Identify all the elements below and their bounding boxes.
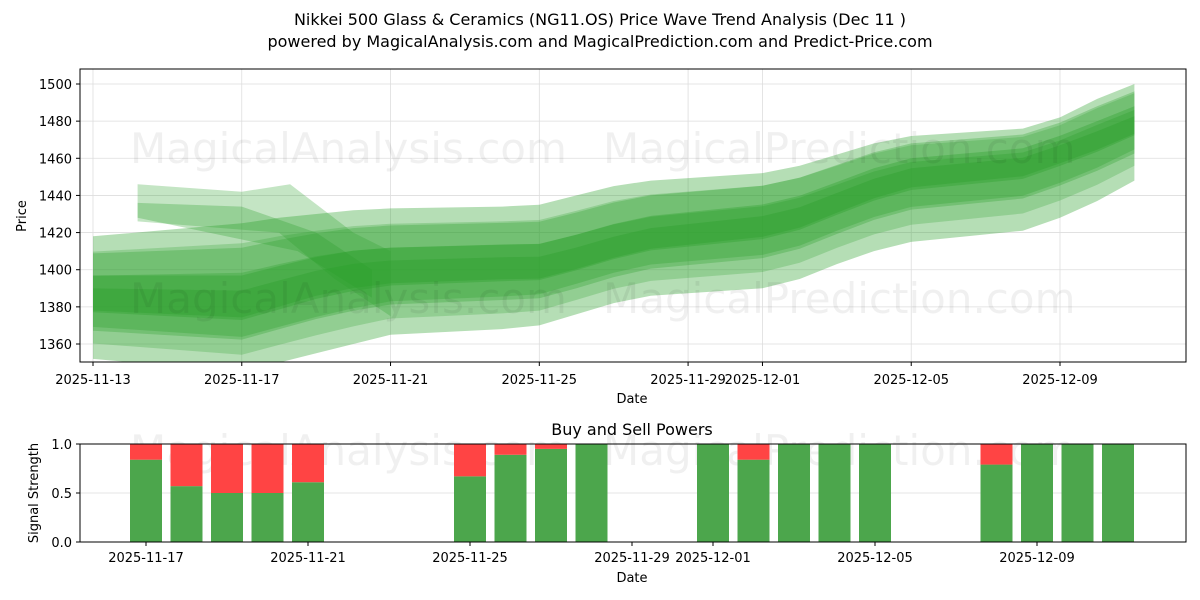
x-tick-label: 2025-11-17 xyxy=(204,373,280,388)
wave-band-early xyxy=(137,202,372,298)
wave-bands xyxy=(93,84,1135,362)
x-tick-label: 2025-11-17 xyxy=(108,551,184,566)
buy-bar xyxy=(211,493,243,542)
x-tick-label: 2025-12-05 xyxy=(837,551,913,566)
x-tick-label: 2025-12-09 xyxy=(999,551,1075,566)
y-tick-label: 0.0 xyxy=(51,536,72,551)
x-tick-label: 2025-11-13 xyxy=(55,373,131,388)
watermark-text: MagicalPrediction.com xyxy=(603,274,1076,323)
buy-bar xyxy=(1061,444,1094,542)
sell-bar xyxy=(130,444,162,460)
y-tick-label: 1480 xyxy=(39,115,72,130)
y-tick-label: 1420 xyxy=(39,227,72,242)
y-tick-label: 1400 xyxy=(39,264,72,279)
y-tick-label: 1440 xyxy=(39,189,72,204)
x-tick-label: 2025-11-21 xyxy=(353,373,429,388)
buy-bar xyxy=(737,459,770,542)
sell-bar xyxy=(251,444,284,493)
buy-bar xyxy=(292,482,324,542)
wave-band xyxy=(93,106,1135,320)
watermark-text: MagicalAnalysis.com xyxy=(130,426,567,475)
buy-bar xyxy=(697,444,729,542)
chart-subtitle: powered by MagicalAnalysis.com and Magic… xyxy=(267,32,933,51)
x-tick-label: 2025-12-05 xyxy=(873,373,949,388)
price-panel: MagicalAnalysis.com MagicalPrediction.com… xyxy=(15,68,1187,407)
y-axis-label: Price xyxy=(15,200,30,232)
y-axis-label: Signal Strength xyxy=(27,443,42,543)
x-tick-label: 2025-12-01 xyxy=(725,373,801,388)
wave-band-outer xyxy=(93,84,1135,362)
sell-bar xyxy=(737,444,770,460)
sell-bar xyxy=(494,444,527,455)
buy-bar xyxy=(818,444,851,542)
buy-bar xyxy=(251,493,284,542)
buy-bar xyxy=(1021,444,1053,542)
x-axis-label: Date xyxy=(616,392,647,407)
y-tick-label: 1500 xyxy=(39,78,72,93)
x-tick-label: 2025-11-29 xyxy=(650,373,726,388)
buy-bar xyxy=(170,486,203,542)
watermark-text: MagicalPrediction.com xyxy=(603,124,1076,173)
x-tick-label: 2025-11-29 xyxy=(594,551,670,566)
sell-bar xyxy=(454,444,486,477)
buy-bar xyxy=(454,476,486,542)
sell-bar xyxy=(170,444,203,487)
sell-bar xyxy=(292,444,324,483)
wave-band-early xyxy=(137,184,391,317)
x-tick-label: 2025-12-01 xyxy=(675,551,751,566)
buy-bar xyxy=(778,444,810,542)
watermark-text: MagicalAnalysis.com xyxy=(130,274,567,323)
x-axis-label: Date xyxy=(616,571,647,586)
y-tick-label: 1.0 xyxy=(51,438,72,453)
buy-bar xyxy=(980,464,1013,542)
price-axes-frame xyxy=(79,68,1187,363)
x-tick-label: 2025-11-25 xyxy=(432,551,508,566)
y-tick-label: 1460 xyxy=(39,152,72,167)
buy-bar xyxy=(575,444,608,542)
wave-band xyxy=(93,110,1135,340)
buy-bar xyxy=(859,444,891,542)
buy-bar xyxy=(130,459,162,542)
watermark-text: MagicalAnalysis.com xyxy=(130,124,567,173)
buy-bar xyxy=(1102,444,1134,542)
wave-band xyxy=(93,93,1135,355)
x-tick-label: 2025-11-25 xyxy=(502,373,578,388)
buy-bar xyxy=(535,448,567,542)
y-tick-label: 1380 xyxy=(39,301,72,316)
wave-band xyxy=(93,116,1135,318)
x-tick-label: 2025-11-21 xyxy=(270,551,346,566)
wave-band xyxy=(93,91,1135,337)
chart-title-block: Nikkei 500 Glass & Ceramics (NG11.OS) Pr… xyxy=(0,9,1200,53)
y-tick-label: 1360 xyxy=(39,338,72,353)
buy-bar xyxy=(494,454,527,542)
sell-bar xyxy=(211,444,243,493)
sell-bar xyxy=(980,444,1013,465)
y-tick-label: 0.5 xyxy=(51,487,72,502)
signal-panel: MagicalAnalysis.comMagicalPrediction.com… xyxy=(27,420,1187,586)
sell-bar xyxy=(535,444,567,449)
x-tick-label: 2025-12-09 xyxy=(1022,373,1098,388)
signal-chart-title: Buy and Sell Powers xyxy=(551,420,713,439)
chart-title: Nikkei 500 Glass & Ceramics (NG11.OS) Pr… xyxy=(293,10,907,29)
